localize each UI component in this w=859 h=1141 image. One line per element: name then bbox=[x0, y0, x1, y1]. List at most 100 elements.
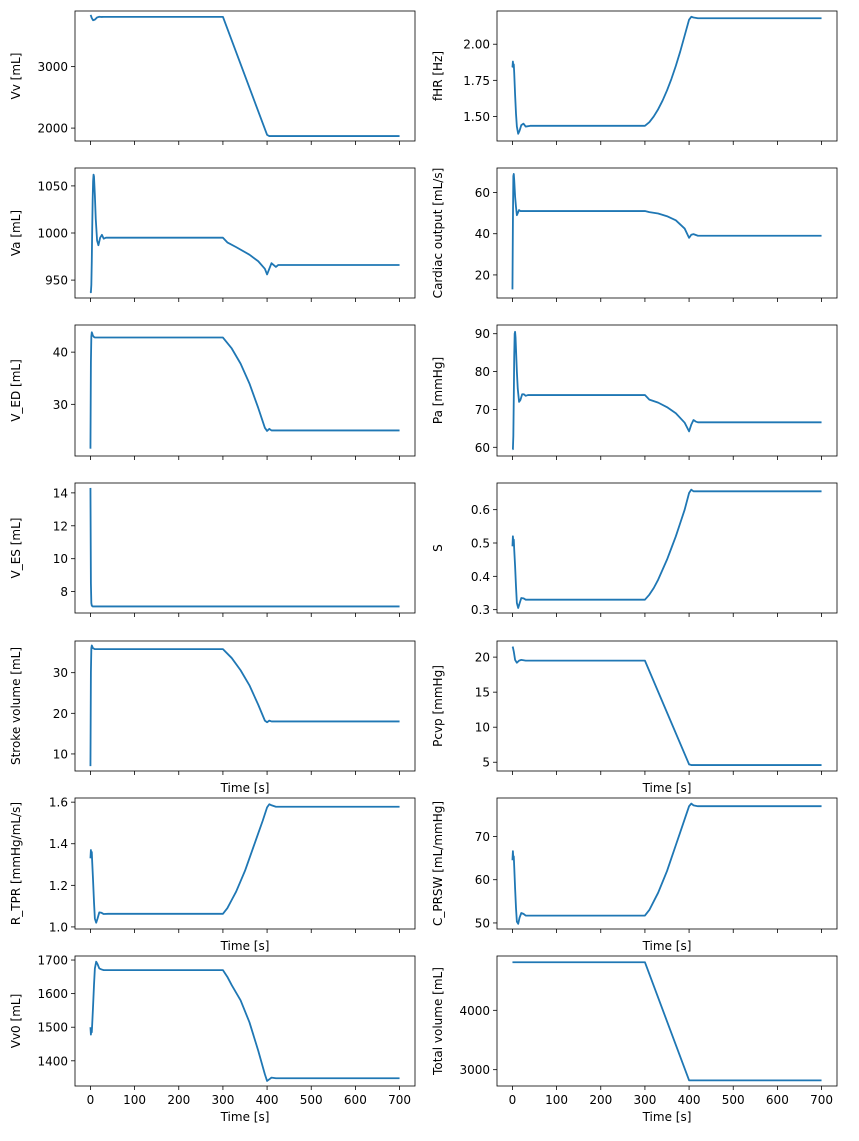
axes-frame bbox=[74, 797, 416, 930]
y-axis-label: Va [mL] bbox=[9, 210, 23, 256]
series-line bbox=[89, 803, 400, 924]
subplot-6: 60 70 80 90 Pa [mmHg] bbox=[431, 324, 838, 460]
x-axis-label: Time [s] bbox=[220, 781, 270, 795]
x-axis-label: Time [s] bbox=[642, 781, 692, 795]
y-axis-label: S bbox=[431, 544, 445, 552]
y-tick-label: 1500 bbox=[37, 1021, 68, 1035]
x-tick-label: 600 bbox=[766, 1093, 789, 1107]
series-line bbox=[89, 14, 400, 137]
subplot-11: 1.0 1.2 1.4 1.6 R_TPR [mmHg/mL/s] Time [s] bbox=[9, 796, 416, 953]
axes-frame bbox=[496, 482, 838, 614]
y-tick-label: 30 bbox=[53, 398, 68, 412]
x-tick-label: 0 bbox=[509, 1093, 517, 1107]
axes-frame bbox=[74, 167, 416, 299]
x-tick-label: 100 bbox=[545, 1093, 568, 1107]
y-tick-label: 0.5 bbox=[471, 537, 490, 551]
x-tick-label: 400 bbox=[256, 1093, 279, 1107]
y-tick-label: 60 bbox=[475, 441, 490, 455]
x-tick-label: 200 bbox=[167, 1093, 190, 1107]
x-tick-label: 600 bbox=[344, 1093, 367, 1107]
subplot-1: 2000 3000 Vv [mL] bbox=[9, 10, 416, 145]
y-tick-label: 1.6 bbox=[49, 796, 68, 810]
y-tick-label: 1050 bbox=[37, 179, 68, 193]
y-tick-label: 60 bbox=[475, 873, 490, 887]
y-tick-label: 1400 bbox=[37, 1054, 68, 1068]
subplot-9: 10 20 30 Stroke volume [mL] Time [s] bbox=[9, 640, 416, 795]
series-line bbox=[512, 961, 822, 1082]
x-tick-label: 500 bbox=[300, 1093, 323, 1107]
x-axis-label: Time [s] bbox=[220, 939, 270, 953]
x-tick-label: 200 bbox=[589, 1093, 612, 1107]
axes-frame bbox=[74, 10, 416, 142]
subplot-4: 20 40 60 Cardiac output [mL/s] bbox=[431, 167, 838, 302]
x-axis-label: Time [s] bbox=[220, 1110, 270, 1124]
axes-frame bbox=[496, 955, 838, 1087]
y-tick-label: 3000 bbox=[459, 1063, 490, 1077]
x-axis-label: Time [s] bbox=[642, 1110, 692, 1124]
y-tick-label: 950 bbox=[45, 274, 68, 288]
y-tick-label: 20 bbox=[475, 651, 490, 665]
x-tick-label: 300 bbox=[211, 1093, 234, 1107]
y-tick-label: 2000 bbox=[37, 122, 68, 136]
series-line bbox=[512, 330, 822, 451]
subplot-2: 1.50 1.75 2.00 fHR [Hz] bbox=[431, 10, 838, 145]
y-tick-label: 1000 bbox=[37, 227, 68, 241]
y-tick-label: 10 bbox=[475, 721, 490, 735]
y-tick-label: 5 bbox=[482, 756, 490, 770]
y-axis-label: C_PRSW [mL/mmHg] bbox=[431, 801, 445, 926]
y-axis-label: V_ES [mL] bbox=[9, 518, 23, 579]
y-axis-label: Vv [mL] bbox=[9, 53, 23, 100]
y-axis-label: Total volume [mL] bbox=[431, 967, 445, 1076]
x-tick-label: 700 bbox=[388, 1093, 411, 1107]
subplot-7: 8 10 12 14 V_ES [mL] bbox=[9, 482, 416, 617]
subplot-8: 0.3 0.4 0.5 0.6 S bbox=[431, 482, 838, 617]
y-tick-label: 1.0 bbox=[49, 920, 68, 934]
axes-frame bbox=[74, 955, 416, 1087]
y-tick-label: 90 bbox=[475, 327, 490, 341]
y-tick-label: 14 bbox=[53, 486, 68, 500]
y-axis-label: V_ED [mL] bbox=[9, 359, 23, 422]
y-tick-label: 4000 bbox=[459, 1004, 490, 1018]
y-tick-label: 60 bbox=[475, 186, 490, 200]
x-tick-label: 700 bbox=[810, 1093, 833, 1107]
x-tick-label: 300 bbox=[633, 1093, 656, 1107]
axes-frame bbox=[74, 482, 416, 614]
y-tick-label: 1.4 bbox=[49, 837, 68, 851]
x-tick-label: 0 bbox=[87, 1093, 95, 1107]
y-tick-label: 1.2 bbox=[49, 879, 68, 893]
y-tick-label: 20 bbox=[53, 707, 68, 721]
axes-frame bbox=[496, 324, 838, 457]
x-axis-label: Time [s] bbox=[642, 939, 692, 953]
axes-frame bbox=[496, 10, 838, 142]
axes-frame bbox=[74, 640, 416, 772]
x-tick-label: 400 bbox=[678, 1093, 701, 1107]
y-tick-label: 15 bbox=[475, 686, 490, 700]
y-axis-label: R_TPR [mmHg/mL/s] bbox=[9, 802, 23, 925]
y-tick-label: 0.6 bbox=[471, 503, 490, 517]
y-tick-label: 70 bbox=[475, 830, 490, 844]
subplot-10: 5 10 15 20 Pcvp [mmHg] Time [s] bbox=[431, 640, 838, 795]
axes-frame bbox=[496, 640, 838, 772]
subplot-13: 0 100 200 300 400 500 600 700 1400 1500 1600 1700 Vv… bbox=[9, 954, 416, 1124]
y-tick-label: 8 bbox=[60, 585, 68, 599]
subplot-14: 0 100 200 300 400 500 600 700 3000 4000 Total volu… bbox=[431, 955, 838, 1124]
x-tick-label: 500 bbox=[722, 1093, 745, 1107]
y-tick-label: 80 bbox=[475, 365, 490, 379]
series-line bbox=[511, 15, 822, 135]
series-line bbox=[89, 644, 400, 767]
y-axis-label: Stroke volume [mL] bbox=[9, 647, 23, 765]
y-tick-label: 50 bbox=[475, 916, 490, 930]
subplot-5: 30 40 V_ED [mL] bbox=[9, 324, 416, 460]
y-axis-label: Vv0 [mL] bbox=[9, 994, 23, 1049]
y-tick-label: 40 bbox=[475, 227, 490, 241]
y-tick-label: 1.50 bbox=[463, 110, 490, 124]
subplot-12: 50 60 70 C_PRSW [mL/mmHg] Time [s] bbox=[431, 797, 838, 953]
y-tick-label: 10 bbox=[53, 747, 68, 761]
y-tick-label: 12 bbox=[53, 519, 68, 533]
series-line bbox=[89, 487, 400, 608]
y-tick-label: 10 bbox=[53, 552, 68, 566]
y-tick-label: 1.75 bbox=[463, 74, 490, 88]
axes-frame bbox=[496, 797, 838, 930]
series-line bbox=[511, 802, 822, 925]
